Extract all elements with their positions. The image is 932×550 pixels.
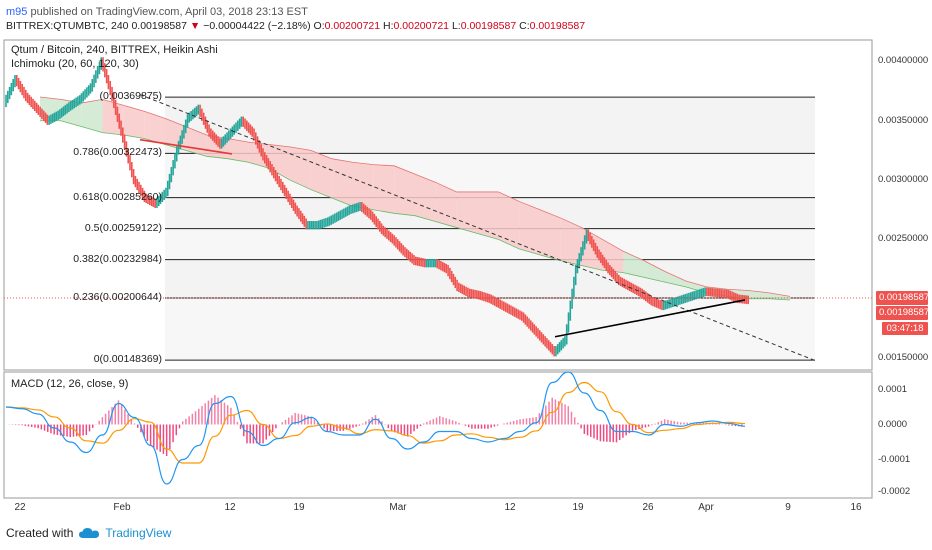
time-axis-tick: Feb	[113, 502, 131, 513]
high-label: H:	[383, 20, 394, 32]
last-price-tag: 0.00198587	[876, 291, 929, 305]
fib-level-label: 0.382(0.00232984)	[73, 252, 162, 265]
fib-level-label: 0.5(0.00259122)	[84, 221, 162, 234]
time-axis-tick: 19	[293, 502, 305, 513]
symbol-line: BITTREX:QTUMBTC, 240 0.00198587 ▼ −0.000…	[6, 20, 585, 32]
cloud-segment	[144, 111, 165, 145]
price-axis-tick: 0.00250000	[878, 233, 929, 245]
cloud-segment	[394, 165, 415, 216]
time-axis-tick: Mar	[389, 502, 407, 513]
cloud-segment	[477, 191, 499, 240]
low-value: 0.00198587	[460, 20, 517, 32]
trend-drawings	[139, 94, 816, 361]
macd-axis-tick: 0.0000	[878, 418, 908, 430]
time-axis-tick: 19	[572, 502, 584, 513]
time-axis-tick: Apr	[698, 502, 714, 513]
fib-zone	[165, 97, 815, 154]
macd-line	[5, 371, 746, 485]
time-axis-tick: 12	[504, 502, 516, 513]
macd-signal-line	[5, 381, 746, 464]
close-label: C:	[519, 20, 530, 32]
symbol-prefix: BITTREX:QTUMBTC, 240	[6, 20, 129, 32]
fib-level-label: (0.00369875)	[99, 90, 162, 103]
price-axis-tick: 0.00350000	[878, 114, 929, 126]
time-axis-tick: 12	[224, 502, 236, 513]
cloud-segment	[498, 191, 520, 249]
high-value: 0.00200721	[393, 20, 450, 32]
macd-indicator	[5, 371, 746, 485]
close-price-tag: 0.00198587	[876, 306, 929, 320]
publish-line: m95 published on TradingView.com, April …	[6, 6, 308, 18]
tradingview-link[interactable]: TradingView	[105, 526, 172, 540]
cloud-segment	[206, 134, 228, 159]
price-series	[5, 57, 750, 357]
time-axis-tick: 26	[642, 502, 654, 513]
fib-zone	[165, 298, 815, 361]
created-with-label: Created with	[6, 526, 74, 540]
fib-level-label: 0.236(0.00200644)	[73, 291, 162, 303]
cloud-segment	[373, 164, 395, 214]
down-arrow-icon: ▼	[189, 20, 201, 32]
time-axis-tick: 16	[850, 502, 862, 513]
bar-countdown-tag: 03:47:18	[882, 322, 928, 335]
cloud-segment	[123, 105, 145, 139]
cloud-segment	[310, 150, 332, 198]
cloud-segment	[644, 260, 665, 283]
cloud-segment	[540, 209, 561, 261]
author-name[interactable]: m95	[6, 6, 28, 18]
time-axis-tick: 9	[785, 502, 791, 513]
low-label: L:	[451, 20, 461, 32]
cloud-span-b	[40, 120, 791, 301]
black-support-line[interactable]	[554, 299, 746, 338]
cloud-segment	[248, 142, 270, 169]
red-resistance-line[interactable]	[139, 138, 233, 155]
fib-level-label: 0.786(0.00322473)	[73, 146, 162, 159]
macd-axis-tick: -0.0002	[878, 486, 911, 497]
cloud-segment	[269, 144, 290, 181]
tradingview-cloud-icon	[79, 528, 100, 538]
publish-info: published on TradingView.com, April 03, …	[30, 6, 308, 18]
macd-axis-tick: -0.0001	[878, 453, 911, 465]
price-axis-tick: 0.00400000	[878, 55, 929, 67]
fib-level-label: 0.618(0.00285260)	[73, 190, 162, 203]
price-axis-tick: 0.00150000	[878, 352, 929, 364]
dashed-trend-line[interactable]	[139, 94, 816, 361]
cloud-segment	[519, 201, 540, 255]
macd-legend[interactable]: MACD (12, 26, close, 9)	[11, 378, 129, 390]
close-value: 0.00198587	[529, 20, 586, 32]
cloud-segment	[352, 162, 374, 210]
cloud-segment	[81, 99, 103, 133]
macd-pane-frame	[3, 371, 873, 499]
fib-level-label: 0(0.00148369)	[93, 353, 162, 366]
cloud-segment	[623, 251, 645, 278]
time-axis-tick: 22	[14, 502, 26, 513]
main-pane-title: Qtum / Bitcoin, 240, BITTREX, Heikin Ash…	[11, 44, 218, 56]
open-label: O:	[313, 20, 325, 32]
cloud-segment	[227, 138, 249, 163]
cloud-segment	[560, 218, 582, 266]
ichimoku-legend[interactable]: Ichimoku (20, 60, 120, 30)	[11, 58, 139, 70]
cloud-segment	[435, 182, 457, 228]
cloud-segment	[456, 191, 478, 234]
cloud-span-a	[39, 96, 791, 297]
open-value: 0.00200721	[324, 20, 381, 32]
last-price: 0.00198587	[131, 20, 187, 32]
macd-axis-tick: 0.0001	[878, 383, 908, 395]
cloud-segment	[415, 174, 436, 222]
price-change: −0.00004422 (−2.18%)	[203, 20, 311, 32]
cloud-segment	[290, 146, 311, 190]
cloud-segment	[331, 158, 353, 207]
price-axis-tick: 0.00300000	[878, 174, 929, 186]
footer: Created with TradingView	[6, 526, 171, 540]
